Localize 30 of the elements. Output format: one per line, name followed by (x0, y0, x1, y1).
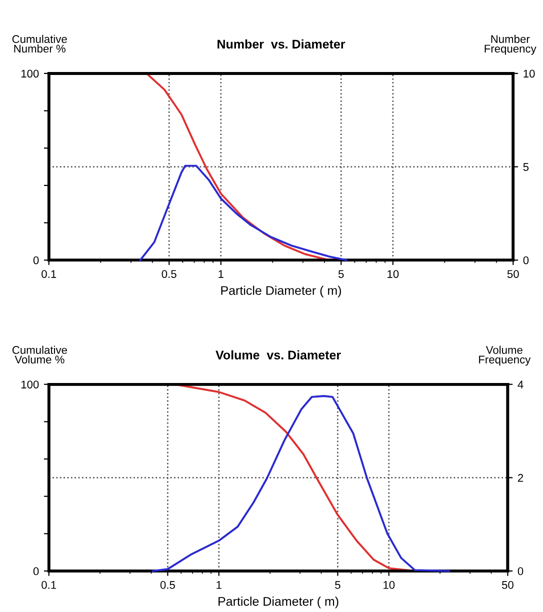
y2-tick-label: 0 (523, 256, 529, 264)
x-tick-label: 0.1 (42, 270, 56, 278)
y2-axis-title: Volume Frequency (479, 346, 531, 366)
chart-title: Volume vs. Diameter (216, 350, 341, 360)
x-tick-label: 10 (384, 581, 395, 589)
x-tick-label: 50 (507, 270, 519, 278)
y-tick-label: 100 (21, 70, 39, 78)
x-tick-label: 50 (502, 581, 514, 589)
x-tick-label: 1 (218, 270, 224, 278)
x-tick-label: 10 (388, 270, 399, 278)
y2-tick-label: 4 (518, 380, 524, 388)
y2-tick-label: 10 (524, 70, 535, 78)
y-axis-title: Cumulative Volume % (12, 346, 67, 364)
x-axis-title: Particle Diameter ( m) (218, 596, 338, 608)
chart-title: Number vs. Diameter (218, 39, 346, 49)
y2-tick-label: 0 (518, 567, 524, 576)
x-tick-label: 0.5 (162, 270, 176, 278)
x-tick-label: 0.5 (160, 581, 175, 589)
x-tick-label: 1 (216, 581, 222, 589)
x-tick-label: 0.1 (42, 581, 56, 589)
y2-axis-title: Number Frequency (484, 34, 536, 55)
y-axis-title: Cumulative Number % (12, 34, 67, 53)
y2-tick-label: 2 (518, 474, 524, 482)
x-tick-label: 5 (335, 581, 340, 589)
x-axis-title: Particle Diameter ( m) (221, 286, 342, 298)
y2-tick-label: 5 (523, 163, 529, 171)
y-tick-label: 0 (33, 567, 39, 576)
y-tick-label: 100 (21, 380, 39, 388)
x-tick-label: 5 (338, 270, 344, 278)
y-tick-label: 0 (33, 256, 39, 264)
